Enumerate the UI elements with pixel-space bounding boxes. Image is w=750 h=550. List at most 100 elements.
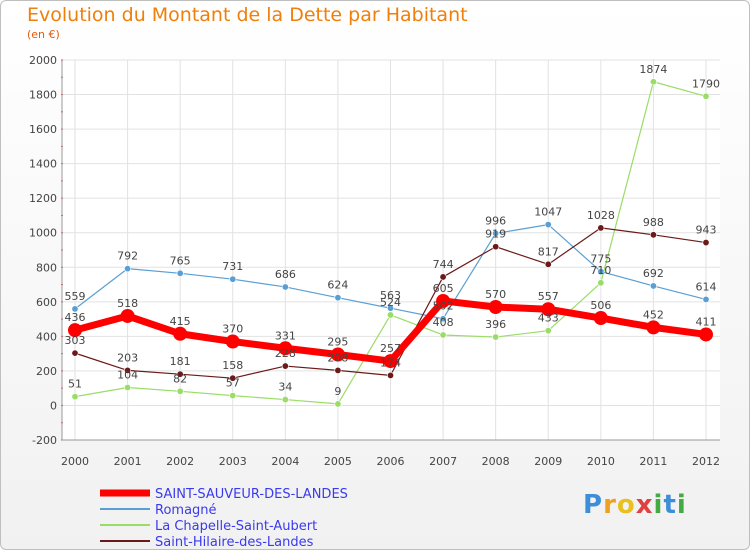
data-point [649,282,657,290]
data-label: 710 [590,264,611,277]
data-label: 82 [173,372,187,385]
x-tick-label: 2012 [692,455,720,468]
x-tick-label: 2006 [377,455,405,468]
data-label: 792 [117,250,138,263]
data-point [225,334,240,349]
x-tick-label: 2004 [271,455,299,468]
data-label: 563 [380,289,401,302]
data-point [492,243,500,251]
x-tick-label: 2000 [61,455,89,468]
data-label: 557 [538,290,559,303]
data-point [544,327,552,335]
y-tick-label: -200 [32,434,57,447]
data-label: 51 [68,378,82,391]
y-tick-label: 1000 [29,227,57,240]
data-label: 208 [327,351,348,364]
data-label: 775 [590,253,611,266]
data-label: 524 [380,296,401,309]
data-point [281,396,289,404]
data-label: 686 [275,268,296,281]
data-point [383,354,398,369]
data-point [176,269,184,277]
data-point [544,221,552,229]
y-tick-label: 400 [36,330,57,343]
data-label: 559 [65,290,86,303]
data-point [229,392,237,400]
data-point [124,265,132,273]
data-point [71,393,79,401]
data-point [702,295,710,303]
data-label: 692 [643,267,664,280]
data-label: 452 [643,308,664,321]
data-point [702,92,710,100]
data-label: 396 [485,318,506,331]
data-point [386,311,394,319]
data-label: 765 [170,254,191,267]
data-point [386,304,394,312]
data-point [71,305,79,313]
proxiti-logo: Proxiti [583,490,687,520]
data-point [278,341,293,356]
data-label: 570 [485,288,506,301]
data-point [334,294,342,302]
data-point [124,366,132,374]
data-label: 744 [433,258,454,271]
data-label: 203 [117,351,138,364]
data-label: 1047 [534,206,562,219]
data-label: 817 [538,245,559,258]
data-label: 158 [222,359,243,372]
data-point [597,224,605,232]
data-label: 370 [222,323,243,336]
data-label: 1874 [639,63,667,76]
data-point [649,231,657,239]
data-label: 605 [433,282,454,295]
data-label: 104 [117,368,138,381]
data-label: 433 [538,312,559,325]
data-point [124,383,132,391]
data-point [439,331,447,339]
data-label: 57 [226,377,240,390]
data-point [702,239,710,247]
data-point [386,371,394,379]
data-point [176,387,184,395]
data-label: 228 [275,347,296,360]
data-point [71,349,79,357]
x-tick-label: 2010 [587,455,615,468]
x-tick-label: 2003 [219,455,247,468]
data-label: 1028 [587,209,615,222]
data-label: 518 [117,297,138,310]
data-label: 919 [485,228,506,241]
data-point [176,370,184,378]
y-tick-label: 800 [36,261,57,274]
data-point [544,260,552,268]
data-point [649,78,657,86]
data-point [229,275,237,283]
data-label: 174 [380,356,401,369]
x-tick-label: 2011 [639,455,667,468]
data-label: 34 [278,381,292,394]
x-tick-label: 2009 [534,455,562,468]
data-point [436,293,451,308]
x-tick-label: 2008 [482,455,510,468]
data-point [699,327,713,342]
data-point [281,362,289,370]
data-label: 295 [327,336,348,349]
y-tick-label: 1800 [29,89,57,102]
data-label: 331 [275,329,296,342]
x-tick-label: 2002 [166,455,194,468]
data-point [488,300,503,314]
data-point [593,311,608,326]
data-label: 411 [696,315,717,328]
x-tick-label: 2005 [324,455,352,468]
data-label: 408 [433,316,454,329]
y-tick-label: 0 [50,399,57,412]
data-label: 415 [170,315,191,328]
legend-label: SAINT-SAUVEUR-DES-LANDES [155,487,348,502]
chart-title: Evolution du Montant de la Dette par Hab… [27,4,468,26]
data-label: 996 [485,214,506,227]
y-tick-label: 1600 [29,123,57,136]
data-point [120,308,135,323]
data-point [492,333,500,341]
data-label: 303 [65,334,86,347]
